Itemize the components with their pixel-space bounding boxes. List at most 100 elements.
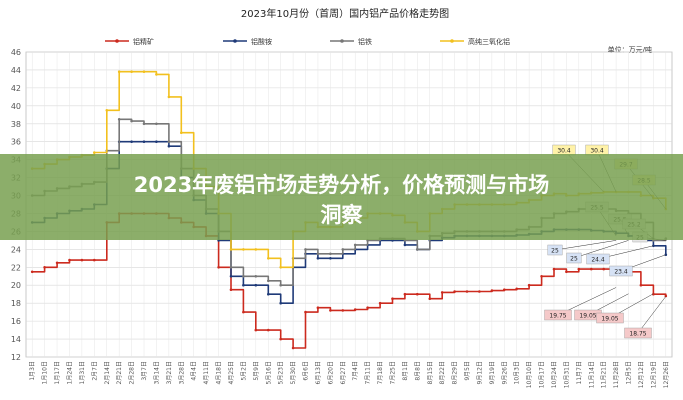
data-point	[391, 297, 394, 301]
data-point	[403, 292, 407, 296]
data-point	[229, 288, 233, 292]
x-tick-label: 8月8日	[414, 361, 421, 381]
data-point	[130, 140, 133, 143]
x-tick-label: 4月18日	[216, 361, 223, 384]
data-point	[329, 309, 332, 312]
data-point	[105, 109, 109, 112]
data-point	[366, 306, 369, 310]
x-tick-label: 5月23日	[278, 361, 285, 384]
x-tick-label: 3月14日	[153, 361, 160, 384]
data-point	[117, 70, 121, 73]
data-point	[55, 261, 59, 265]
x-tick-label: 10月17日	[539, 361, 546, 388]
x-tick-label: 1月31日	[79, 361, 86, 384]
legend-swatch-marker	[340, 39, 344, 43]
legend-swatch-marker	[450, 39, 454, 43]
legend-label: 铝精矿	[133, 37, 154, 46]
x-tick-label: 12月5日	[626, 361, 633, 384]
x-tick-label: 10月24日	[551, 361, 558, 388]
annotation-box	[544, 309, 572, 321]
x-tick-label: 10月31日	[563, 361, 570, 388]
x-tick-label: 6月27日	[340, 361, 347, 384]
annotation-label: 19.75	[549, 313, 566, 320]
y-tick-label: 12	[11, 353, 21, 362]
x-tick-label: 2月14日	[104, 361, 111, 384]
data-point	[93, 258, 96, 262]
x-tick-label: 8月1日	[402, 361, 409, 381]
data-point	[453, 290, 456, 293]
x-tick-label: 7月18日	[377, 361, 384, 384]
legend-label: 铝酸铵	[251, 37, 272, 46]
x-tick-label: 5月30日	[290, 361, 297, 384]
y-tick-label: 18	[11, 299, 21, 308]
x-tick-label: 5月16日	[265, 361, 272, 384]
x-tick-label: 2月28日	[129, 361, 136, 384]
data-point	[167, 144, 171, 148]
data-point	[267, 257, 270, 260]
data-point	[130, 70, 133, 73]
y-tick-label: 16	[11, 317, 21, 326]
data-point	[130, 119, 133, 123]
x-tick-label: 6月6日	[303, 361, 310, 381]
x-tick-label: 1月24日	[66, 361, 73, 384]
data-point	[242, 248, 245, 251]
data-point	[68, 258, 71, 262]
data-point	[229, 266, 233, 269]
x-tick-label: 11月14日	[588, 361, 595, 388]
data-point	[167, 95, 171, 99]
x-tick-label: 7月11日	[365, 361, 372, 384]
x-tick-label: 7月25日	[389, 361, 396, 384]
annotation-label: 25	[570, 256, 578, 263]
data-point	[316, 257, 320, 260]
data-point	[43, 266, 46, 269]
data-point	[652, 292, 655, 296]
annotation-box	[547, 244, 563, 256]
annotation-box	[624, 327, 652, 339]
x-tick-label: 4月11日	[203, 361, 210, 384]
annotation-leader	[573, 240, 629, 259]
y-tick-label: 44	[11, 66, 21, 75]
data-point	[93, 151, 96, 154]
annotation-label: 24.4	[591, 257, 605, 264]
banner-title: 2023年废铝市场走势分析，价格预测与市场 洞察	[0, 170, 683, 230]
y-tick-label: 36	[11, 138, 21, 147]
y-tick-label: 22	[11, 263, 21, 272]
data-point	[428, 297, 432, 301]
data-point	[267, 279, 270, 283]
x-tick-label: 1月17日	[54, 361, 61, 384]
banner-line-1: 2023年废铝市场走势分析，价格预测与市场	[133, 173, 550, 197]
data-point	[515, 287, 518, 291]
legend-label: 高纯三氧化铝	[468, 37, 510, 46]
y-tick-label: 46	[11, 48, 21, 57]
x-tick-label: 10月10日	[526, 361, 533, 388]
annotation-box	[609, 265, 633, 277]
data-point	[527, 283, 531, 287]
banner-line-2: 洞察	[320, 203, 363, 227]
x-tick-label: 8月22日	[439, 361, 446, 384]
data-point	[490, 289, 494, 292]
data-point	[316, 306, 320, 310]
data-point	[353, 308, 357, 311]
data-point	[180, 131, 183, 134]
x-tick-label: 6月20日	[327, 361, 334, 384]
data-point	[142, 70, 146, 73]
annotation-label: 19.05	[579, 313, 596, 320]
data-point	[304, 248, 307, 251]
data-point	[267, 292, 270, 296]
y-tick-label: 40	[11, 102, 21, 111]
y-tick-label: 20	[11, 281, 21, 290]
data-point	[565, 270, 568, 274]
data-point	[242, 310, 245, 314]
x-tick-label: 8月15日	[427, 361, 434, 384]
data-point	[465, 290, 469, 293]
data-point	[416, 292, 419, 296]
chart-legend: 铝精矿 铝酸铵 铝铁 高纯三氧化铝	[105, 37, 510, 46]
data-point	[167, 140, 171, 143]
x-tick-label: 7月4日	[352, 361, 359, 381]
data-point	[639, 283, 643, 287]
data-point	[664, 294, 668, 298]
data-point	[304, 310, 307, 314]
x-tick-label: 6月13日	[315, 361, 322, 384]
data-point	[229, 275, 233, 278]
x-tick-label: 9月5日	[464, 361, 471, 381]
